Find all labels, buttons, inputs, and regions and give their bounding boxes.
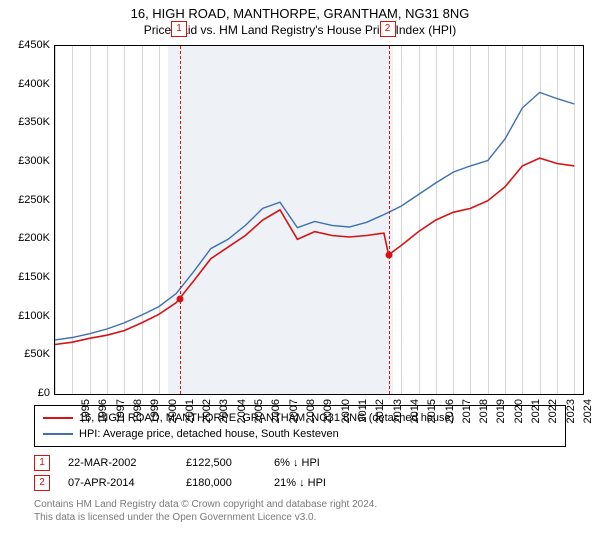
series-hpi (55, 92, 574, 340)
x-tick-label: 2017 (461, 399, 473, 429)
x-tick-label: 2000 (167, 399, 179, 429)
x-tick-label: 2020 (513, 399, 525, 429)
series-address (55, 158, 574, 344)
x-tick-label: 2006 (270, 399, 282, 429)
x-tick-label: 2007 (288, 399, 300, 429)
x-tick-label: 2008 (305, 399, 317, 429)
marker-line (389, 46, 390, 394)
x-tick-label: 2014 (409, 399, 421, 429)
x-tick-label: 2011 (357, 399, 369, 429)
sales-table: 1 22-MAR-2002 £122,500 6% ↓ HPI 2 07-APR… (34, 453, 566, 493)
sale-row: 2 07-APR-2014 £180,000 21% ↓ HPI (34, 473, 566, 493)
x-tick-label: 1995 (80, 399, 92, 429)
sale-date: 07-APR-2014 (68, 477, 168, 489)
sale-pct: 6% ↓ HPI (274, 457, 394, 469)
sale-row: 1 22-MAR-2002 £122,500 6% ↓ HPI (34, 453, 566, 473)
footer-line: Contains HM Land Registry data © Crown c… (34, 499, 566, 512)
marker-box-icon: 1 (34, 455, 50, 471)
marker-box-icon: 1 (171, 21, 187, 37)
x-tick-label: 1996 (97, 399, 109, 429)
x-tick-label: 2013 (392, 399, 404, 429)
chart-container: 16, HIGH ROAD, MANTHORPE, GRANTHAM, NG31… (0, 0, 600, 560)
sale-point (385, 251, 392, 258)
legend-label: HPI: Average price, detached house, Sout… (79, 428, 339, 440)
x-tick-label: 1999 (149, 399, 161, 429)
chart-title: 16, HIGH ROAD, MANTHORPE, GRANTHAM, NG31… (0, 6, 600, 21)
x-tick-label: 2004 (236, 399, 248, 429)
sale-point (176, 296, 183, 303)
y-tick-label: £150K (18, 271, 50, 283)
x-tick-label: 2024 (582, 399, 594, 429)
legend-swatch (43, 433, 73, 435)
x-tick-label: 2019 (495, 399, 507, 429)
plot-area: 1995199619971998199920002001200220032004… (54, 45, 584, 395)
marker-box-icon: 2 (34, 475, 50, 491)
sale-price: £180,000 (186, 477, 256, 489)
y-tick-label: £350K (18, 116, 50, 128)
x-tick-label: 1997 (115, 399, 127, 429)
x-tick-label: 2022 (547, 399, 559, 429)
x-tick-label: 2021 (530, 399, 542, 429)
marker-line (180, 46, 181, 394)
y-tick-label: £50K (24, 348, 50, 360)
chart-subtitle: Price paid vs. HM Land Registry's House … (0, 23, 600, 37)
x-tick-label: 2015 (426, 399, 438, 429)
y-tick-label: £400K (18, 78, 50, 90)
x-tick-label: 2009 (322, 399, 334, 429)
y-tick-label: £300K (18, 155, 50, 167)
x-tick-label: 1998 (132, 399, 144, 429)
titles: 16, HIGH ROAD, MANTHORPE, GRANTHAM, NG31… (0, 0, 600, 37)
y-tick-label: £250K (18, 194, 50, 206)
x-tick-label: 2003 (218, 399, 230, 429)
x-tick-label: 2023 (565, 399, 577, 429)
legend-swatch (43, 417, 73, 419)
sale-price: £122,500 (186, 457, 256, 469)
y-tick-label: £0 (38, 387, 50, 399)
x-tick-label: 2002 (201, 399, 213, 429)
line-series (55, 46, 583, 394)
x-tick-label: 2018 (478, 399, 490, 429)
x-tick-label: 2016 (444, 399, 456, 429)
x-tick-label: 2005 (253, 399, 265, 429)
marker-box-icon: 2 (380, 21, 396, 37)
y-tick-label: £450K (18, 39, 50, 51)
sale-date: 22-MAR-2002 (68, 457, 168, 469)
plot-frame (54, 45, 584, 395)
x-tick-label: 2012 (374, 399, 386, 429)
y-tick-label: £200K (18, 232, 50, 244)
footer-line: This data is licensed under the Open Gov… (34, 512, 566, 525)
x-tick-label: 2001 (184, 399, 196, 429)
y-tick-label: £100K (18, 310, 50, 322)
sale-pct: 21% ↓ HPI (274, 477, 394, 489)
x-tick-label: 2010 (340, 399, 352, 429)
footer-note: Contains HM Land Registry data © Crown c… (34, 499, 566, 524)
